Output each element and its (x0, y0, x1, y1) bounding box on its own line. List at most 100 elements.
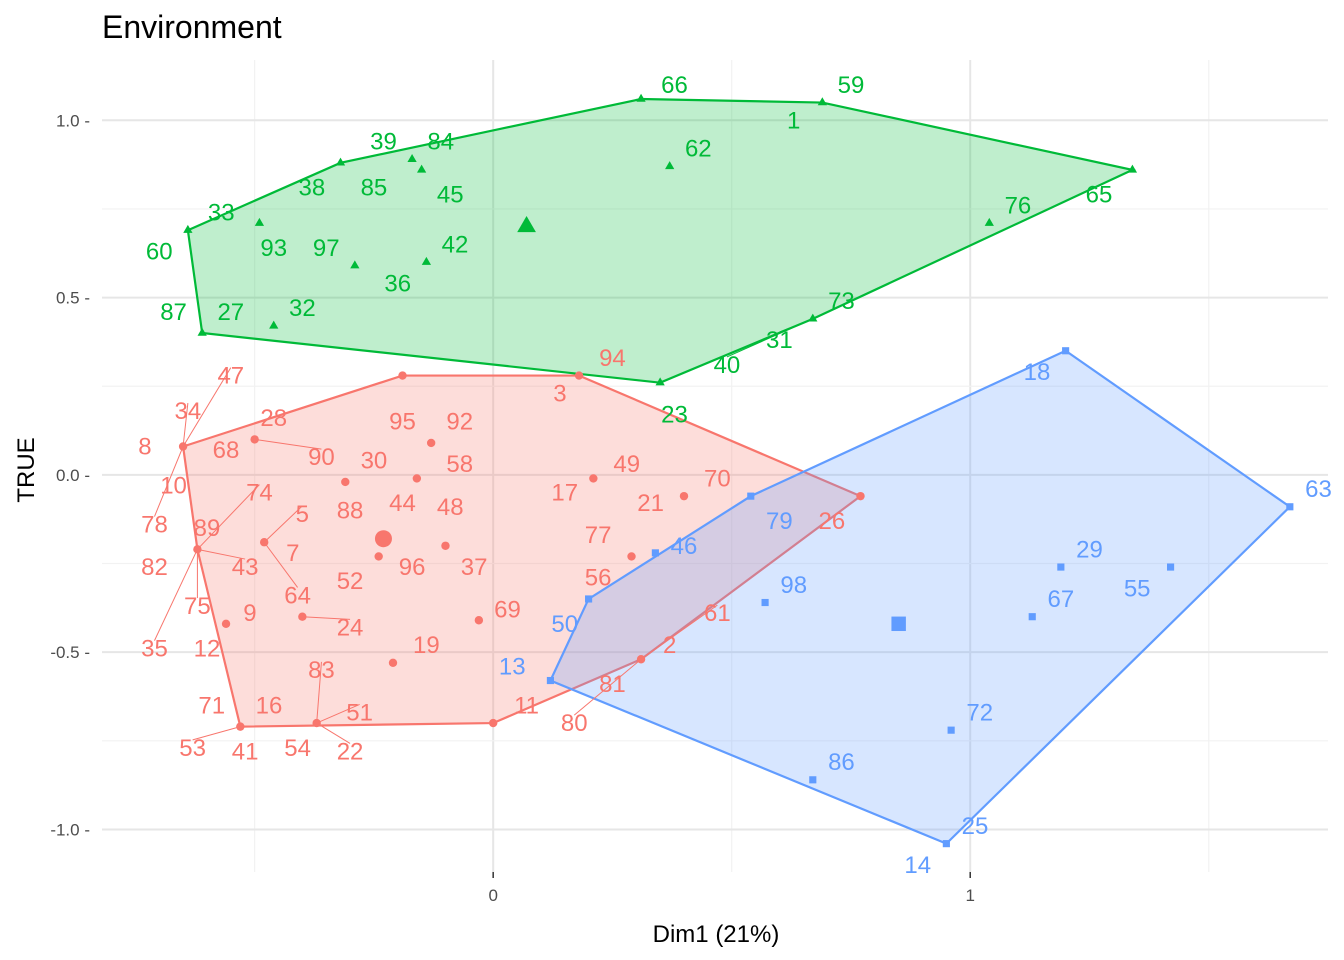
data-point (341, 477, 350, 487)
point-label: 37 (461, 554, 488, 581)
point-label: 16 (256, 692, 283, 719)
point-label: 75 (184, 593, 211, 620)
point-label: 73 (828, 288, 855, 315)
y-tick-label: 0.5 - (56, 289, 90, 308)
point-label: 17 (551, 480, 578, 507)
point-label: 11 (514, 692, 539, 719)
data-point (221, 619, 231, 628)
data-point (1167, 563, 1175, 571)
point-label: 38 (299, 175, 326, 202)
data-point (809, 776, 817, 784)
data-point (1127, 164, 1138, 173)
data-point (398, 371, 407, 380)
data-point (312, 718, 321, 728)
point-label: 92 (446, 409, 473, 436)
point-label: 33 (208, 199, 235, 226)
point-label: 8 (138, 433, 151, 460)
data-point (374, 552, 383, 561)
leader-line (316, 722, 351, 744)
y-axis-title: TRUE (13, 437, 40, 502)
point-label: 55 (1124, 575, 1151, 602)
point-label: 67 (1048, 586, 1075, 613)
point-label: 36 (384, 270, 411, 297)
data-point (942, 840, 950, 848)
point-label: 63 (1305, 476, 1332, 503)
point-label: 95 (389, 409, 416, 436)
cluster-centroid (891, 616, 906, 632)
point-label: 49 (613, 451, 640, 478)
point-label: 94 (599, 345, 626, 372)
point-label: 89 (194, 515, 221, 542)
data-point (808, 313, 818, 322)
point-label: 23 (661, 402, 688, 429)
data-point (761, 598, 769, 607)
data-point (651, 549, 659, 557)
cluster-centroid (517, 215, 536, 233)
point-label: 61 (704, 600, 731, 627)
point-label: 85 (361, 175, 388, 202)
leader-line (192, 726, 241, 741)
leader-lines (154, 318, 813, 744)
y-tick-label: 1.0 - (56, 111, 90, 130)
point-label: 82 (141, 554, 168, 581)
data-point (856, 491, 865, 501)
point-label: 28 (260, 405, 287, 432)
point-label: 12 (194, 636, 221, 663)
point-label: 78 (141, 512, 168, 539)
point-label: 86 (828, 749, 855, 776)
point-label: 27 (217, 299, 244, 326)
point-label: 52 (337, 568, 364, 595)
point-label: 13 (499, 653, 526, 680)
data-point (1057, 563, 1065, 571)
data-point (416, 164, 427, 173)
data-point (817, 97, 827, 106)
point-label: 83 (308, 657, 335, 684)
point-label: 65 (1086, 182, 1113, 209)
data-point (574, 371, 584, 380)
point-label: 30 (361, 448, 388, 475)
leader-line (182, 402, 189, 447)
data-point (1286, 503, 1294, 511)
leader-line (316, 661, 322, 724)
point-label: 39 (370, 129, 397, 156)
point-label: 84 (427, 129, 454, 156)
data-point (335, 157, 346, 166)
grid (102, 60, 1328, 872)
point-label: 21 (637, 490, 664, 517)
point-label: 14 (904, 852, 931, 879)
point-label: 71 (198, 692, 225, 719)
data-point (178, 442, 188, 451)
point-label: 42 (442, 231, 469, 258)
data-point (627, 552, 636, 561)
leader-line (316, 703, 360, 724)
axes: 0 1 1.0 - 0.5 - 0.0 - -0.5 - -1.0 - (50, 111, 975, 905)
point-label: 58 (446, 451, 473, 478)
point-label: 2 (663, 632, 676, 659)
x-tick-label: 1 (965, 886, 974, 905)
point-label: 1 (787, 107, 800, 134)
point-label: 69 (494, 597, 521, 624)
point-label: 35 (141, 636, 168, 663)
data-point (585, 595, 593, 603)
point-label: 80 (561, 710, 588, 737)
data-point (298, 612, 307, 621)
point-label: 40 (714, 352, 741, 379)
x-axis-title: Dim1 (21%) (653, 921, 780, 948)
data-point (655, 377, 665, 386)
point-label: 22 (337, 738, 364, 765)
point-label: 9 (243, 600, 256, 627)
point-label: 45 (437, 182, 464, 209)
y-tick-label: -1.0 - (50, 820, 90, 839)
point-label: 87 (160, 299, 187, 326)
point-label: 90 (308, 444, 335, 471)
leader-line (726, 318, 813, 358)
data-point (546, 676, 554, 685)
point-label: 5 (296, 501, 309, 528)
leader-line (197, 484, 260, 550)
data-point (474, 616, 484, 625)
point-label: 70 (704, 465, 731, 492)
point-label: 79 (766, 508, 793, 535)
point-label: 44 (389, 490, 416, 517)
